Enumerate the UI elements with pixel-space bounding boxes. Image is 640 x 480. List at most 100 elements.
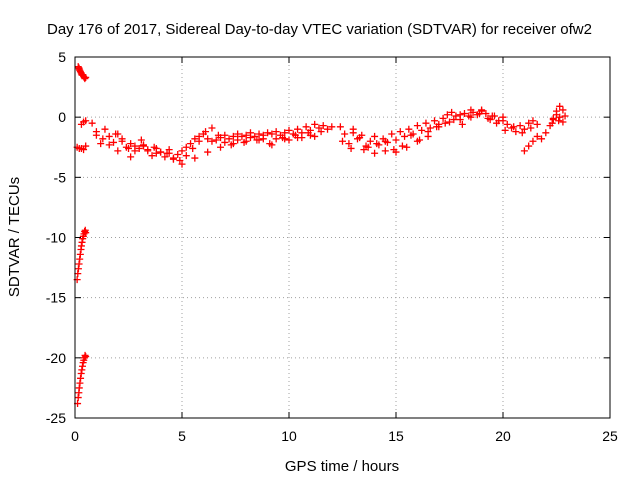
data-point — [238, 132, 246, 140]
data-point — [555, 117, 563, 125]
data-point — [125, 144, 132, 152]
data-point — [422, 119, 430, 127]
data-point — [446, 118, 453, 126]
data-point — [448, 108, 456, 116]
data-point — [381, 137, 389, 145]
data-point — [139, 142, 147, 150]
data-point — [413, 122, 421, 130]
data-point — [533, 132, 541, 140]
data-point — [556, 102, 564, 110]
data-point — [163, 149, 171, 157]
y-axis-label: SDTVAR / TECUs — [6, 177, 23, 297]
data-point — [127, 140, 135, 148]
y-tick-label: -10 — [46, 230, 66, 246]
y-tick-label: 0 — [58, 109, 66, 125]
data-point — [371, 149, 379, 157]
data-point — [294, 125, 302, 133]
data-point — [542, 129, 550, 137]
data-point — [538, 135, 546, 143]
data-point — [221, 138, 229, 146]
data-point — [533, 120, 541, 128]
data-point — [114, 147, 122, 155]
data-point — [204, 148, 212, 156]
data-point — [450, 116, 458, 124]
data-point — [251, 132, 259, 140]
data-point — [520, 125, 528, 133]
data-point — [189, 144, 197, 152]
data-point — [110, 138, 118, 146]
data-point — [259, 135, 267, 143]
data-point — [182, 152, 190, 160]
data-point — [195, 137, 203, 145]
data-point — [349, 129, 357, 137]
data-point — [345, 140, 353, 148]
data-point — [92, 131, 100, 139]
data-point — [242, 137, 250, 145]
data-point — [407, 131, 415, 139]
data-point — [431, 117, 439, 125]
data-point — [221, 131, 229, 139]
data-point — [401, 132, 409, 140]
data-point — [161, 153, 169, 161]
data-point — [135, 144, 143, 152]
data-point — [187, 140, 195, 148]
data-point — [229, 132, 237, 140]
data-point — [439, 114, 447, 122]
x-tick-label: 20 — [495, 428, 511, 444]
data-point — [82, 117, 90, 125]
chart-title: Day 176 of 2017, Sidereal Day-to-day VTE… — [47, 21, 592, 38]
data-point — [529, 117, 537, 125]
data-point — [510, 123, 518, 131]
data-point — [426, 124, 434, 132]
data-point — [324, 125, 332, 133]
data-point — [272, 135, 280, 143]
data-point — [559, 118, 567, 126]
y-tick-labels: 5 0 -5 -10 -15 -20 -25 — [46, 49, 66, 426]
data-point — [285, 126, 293, 134]
data-point — [336, 123, 344, 131]
data-point — [499, 117, 507, 125]
data-point — [178, 160, 186, 168]
data-point — [285, 136, 293, 144]
data-point — [373, 140, 381, 148]
data-point — [525, 119, 533, 127]
data-series — [73, 63, 569, 408]
data-point — [127, 153, 135, 161]
x-tick-labels: 0 5 10 15 20 25 — [71, 428, 618, 444]
data-point — [208, 137, 216, 145]
data-point — [488, 112, 496, 120]
data-point — [169, 154, 177, 162]
data-point — [319, 122, 327, 130]
x-tick-label: 15 — [388, 428, 404, 444]
data-point — [112, 130, 120, 138]
data-point — [561, 112, 569, 120]
data-point — [101, 125, 109, 133]
data-point — [268, 130, 276, 138]
data-point — [182, 143, 190, 151]
data-point — [97, 140, 105, 148]
data-point — [229, 140, 237, 148]
data-point — [82, 73, 90, 81]
data-point — [413, 137, 421, 145]
x-tick-label: 25 — [602, 428, 618, 444]
data-point — [478, 107, 486, 115]
data-point — [137, 136, 145, 144]
data-point — [302, 123, 310, 131]
data-point — [366, 137, 374, 145]
data-point — [328, 123, 336, 131]
data-point — [234, 136, 242, 144]
data-point — [559, 106, 567, 114]
data-point — [191, 135, 199, 143]
data-point — [311, 132, 319, 140]
data-point — [556, 113, 564, 121]
data-point — [435, 123, 443, 131]
x-tick-label: 5 — [178, 428, 186, 444]
x-axis-label: GPS time / hours — [285, 458, 399, 475]
data-point — [214, 131, 222, 139]
data-point — [405, 125, 413, 133]
data-point — [176, 156, 184, 164]
data-point — [501, 126, 509, 134]
x-tick-label: 0 — [71, 428, 79, 444]
data-point — [88, 119, 96, 127]
data-point — [268, 141, 276, 149]
